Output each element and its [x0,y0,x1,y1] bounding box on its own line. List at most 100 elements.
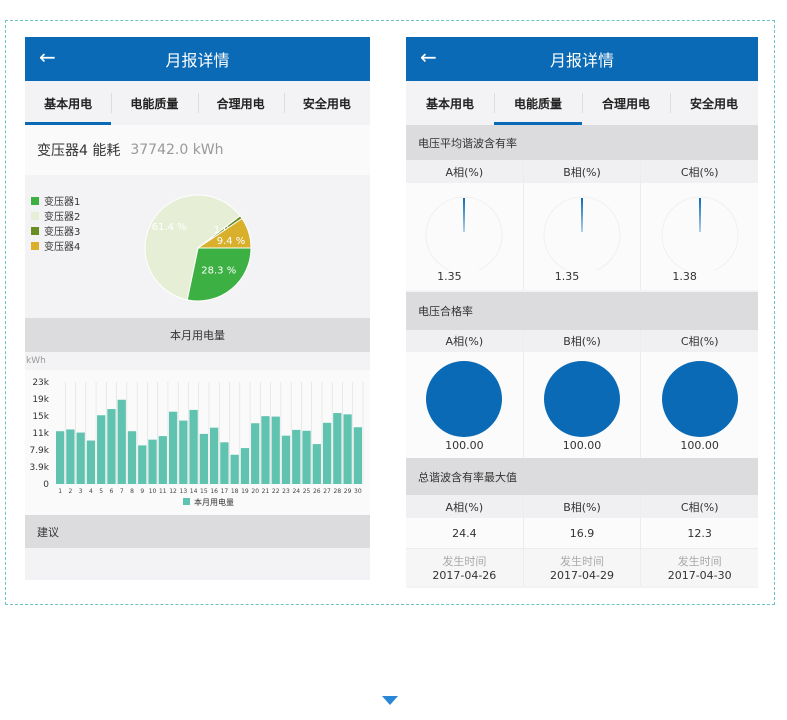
gauge-needle-chart [543,196,621,270]
legend-item: 变压器1 [31,193,80,208]
tab-safety[interactable]: 安全用电 [283,81,370,125]
qualified-value: 100.00 [562,438,602,452]
x-tick-label: 7 [120,488,124,495]
page-title: 月报详情 [549,51,614,70]
scroll-down-triangle-icon[interactable] [382,696,398,705]
gauge-needle-chart [425,196,503,270]
bar [281,435,291,484]
bar [189,409,198,484]
energy-value: 37742.0 kWh [130,142,224,158]
tab-bar: 基本用电 电能质量 合理用电 安全用电 [25,81,370,125]
gauge-value: 1.38 [672,270,697,283]
time-label: 发生时间 [560,555,604,568]
bar [97,415,106,484]
tab-basic[interactable]: 基本用电 [425,96,474,111]
tab-quality[interactable]: 电能质量 [111,81,197,125]
y-tick-label: 3.9k [29,463,49,473]
bar [76,432,85,484]
max-value-b: 16.9 [522,518,641,548]
bar [312,444,321,484]
pie-slice [196,217,252,249]
bar [343,414,352,484]
bar [179,420,188,484]
bar [148,439,157,484]
bar [292,429,301,484]
max-value-a: 24.4 [452,526,477,540]
x-tick-label: 24 [292,488,300,495]
x-tick-label: 11 [159,488,167,495]
bar [353,427,362,484]
x-tick-label: 16 [210,488,218,495]
x-tick-label: 28 [334,488,342,495]
qualified-cell: 100.00 [640,352,758,458]
x-tick-label: 25 [303,488,311,495]
bar [138,445,147,484]
phase-a: A相(%) [445,335,484,348]
bar [66,429,75,484]
qualified-disc [426,360,503,437]
bar [86,440,96,484]
qualified-header: 电压合格率 [406,292,758,330]
legend-item: 变压器3 [31,223,80,238]
bar [56,431,65,484]
x-tick-label: 15 [200,488,208,495]
x-tick-label: 26 [313,488,321,495]
bar [302,430,311,484]
gauge-value: 1.35 [554,270,580,283]
x-tick-label: 29 [344,488,352,495]
x-tick-label: 4 [89,488,93,495]
month-section-header: 本月用电量 [25,318,370,352]
tab-rational[interactable]: 合理用电 [197,81,284,125]
y-tick-label: 0 [43,480,49,490]
tab-bar: 基本用电 电能质量 合理用电 安全用电 [406,81,758,125]
y-tick-label: 15k [32,412,49,422]
time-a: 2017-04-26 [432,569,497,582]
gauge-needle-chart [661,196,739,270]
phase-c: C相(%) [640,495,758,518]
qualified-row: 100.00 100.00 100.00 [406,352,758,458]
qualified-disc [544,360,620,437]
bar [117,399,126,484]
phase-b: B相(%) [522,495,641,518]
x-tick-label: 10 [149,488,157,495]
bar [210,427,219,484]
time-label: 发生时间 [677,555,722,568]
bar [271,416,280,484]
gauge-cell: 1.38 [640,183,758,290]
avg-harmonic-header: 电压平均谐波含有率 [406,125,758,160]
x-tick-label: 14 [190,488,198,495]
x-tick-label: 5 [99,488,103,495]
tab-safety[interactable]: 安全用电 [670,81,758,125]
tab-basic[interactable]: 基本用电 [25,81,112,125]
page-title: 月报详情 [165,51,230,70]
max-harmonic-header: 总谐波含有率最大值 [406,458,758,495]
energy-label: 变压器4 能耗 [37,143,121,159]
bar [230,454,239,484]
y-tick-label: 7.9k [29,446,49,456]
x-tick-label: 13 [180,488,188,495]
time-b: 2017-04-29 [550,569,614,582]
x-tick-label: 6 [110,488,114,495]
back-arrow-icon[interactable]: ← [420,45,437,69]
qualified-value: 100.00 [445,438,484,452]
y-tick-label: 19k [32,395,49,405]
back-arrow-icon[interactable]: ← [39,45,56,69]
x-tick-label: 2 [68,488,72,495]
x-tick-label: 23 [282,488,290,495]
y-tick-label: 23k [32,378,49,388]
energy-row: 变压器4 能耗 37742.0 kWh [25,125,370,175]
x-tick-label: 20 [251,488,259,495]
tab-rational[interactable]: 合理用电 [582,81,670,125]
pie-value-label: 9.4 % [217,236,246,247]
x-tick-label: 9 [140,488,144,495]
phase-c: C相(%) [640,330,758,352]
time-c: 2017-04-30 [667,569,732,582]
dashed-frame [5,20,775,605]
qualified-cell: 100.00 [522,352,641,458]
legend-label: 本月用电量 [194,497,234,507]
legend-item: 变压器4 [31,238,80,253]
tab-quality[interactable]: 电能质量 [494,81,582,125]
phase-c: C相(%) [640,160,758,183]
bar [107,409,116,484]
